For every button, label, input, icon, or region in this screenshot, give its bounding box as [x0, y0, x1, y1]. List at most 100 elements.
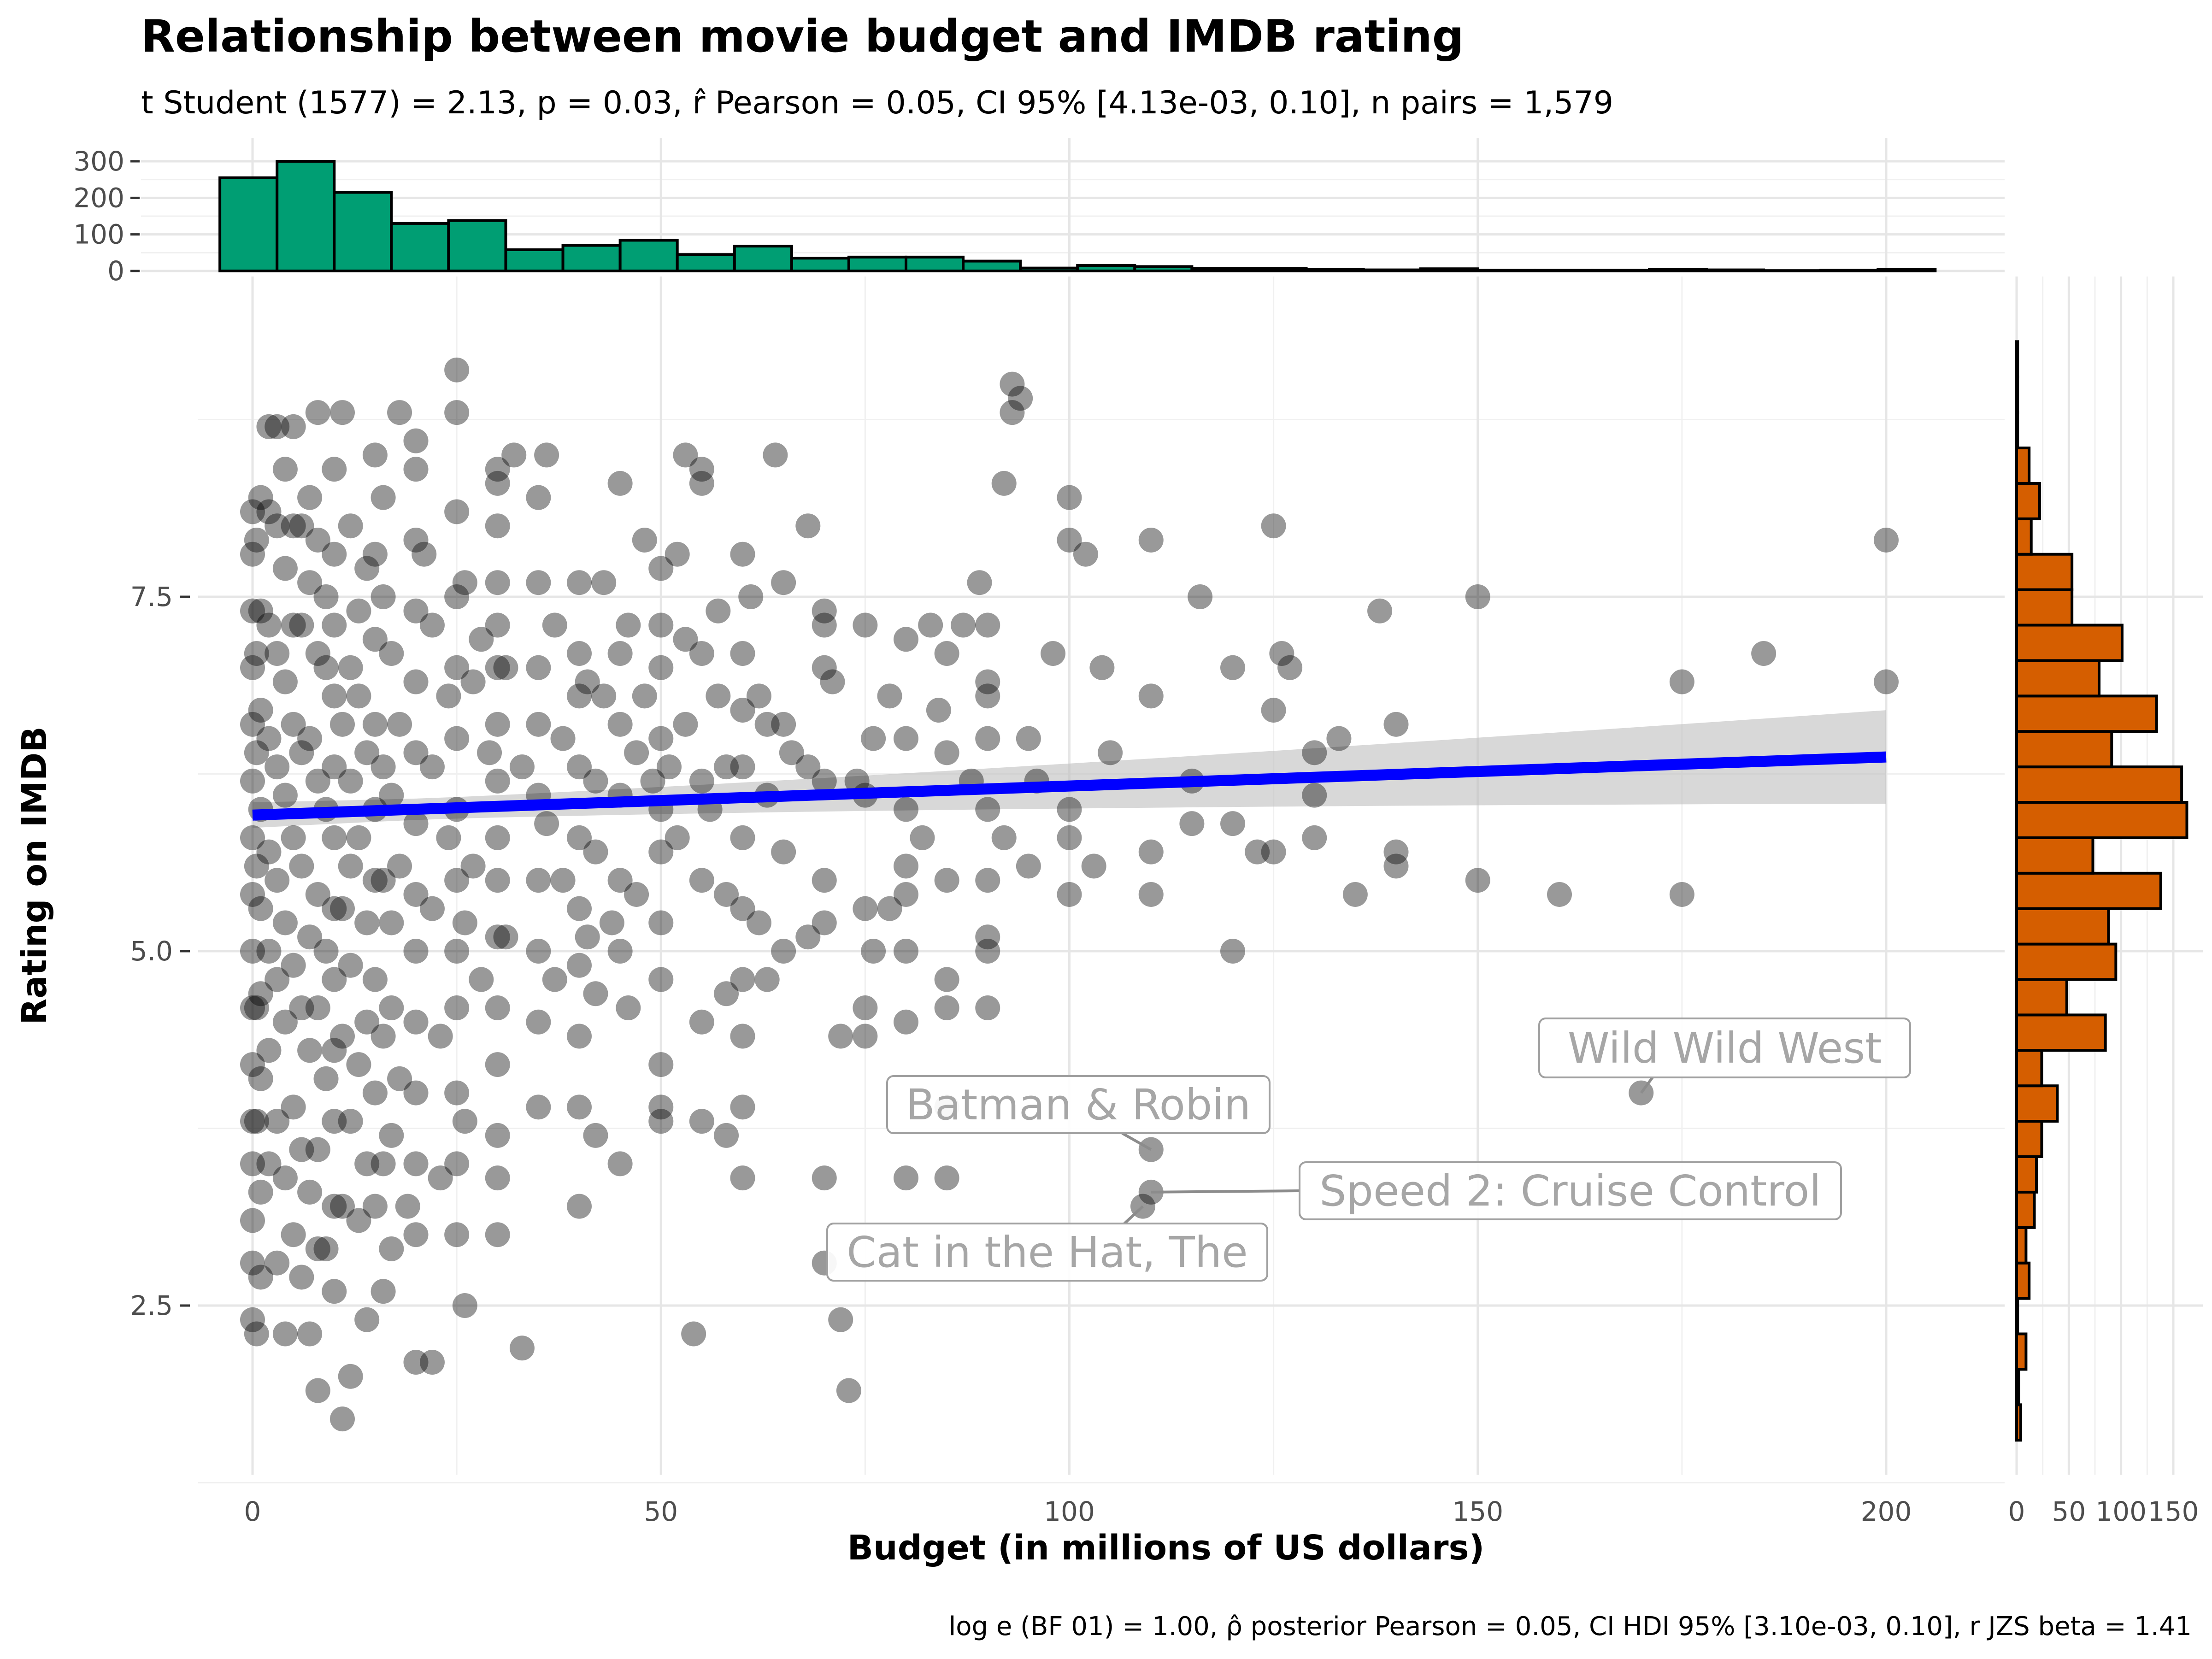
- data-point: [403, 1009, 429, 1035]
- data-point: [991, 825, 1017, 850]
- data-point: [934, 1165, 959, 1191]
- data-point: [730, 967, 755, 992]
- top-hist-bar: [1647, 268, 1708, 272]
- data-point: [322, 457, 347, 482]
- data-point: [812, 768, 837, 794]
- data-point: [244, 1321, 269, 1347]
- data-point: [305, 641, 330, 666]
- data-point: [354, 910, 380, 935]
- right-hist-bar: [2015, 978, 2068, 1017]
- data-point: [477, 740, 502, 765]
- data-point: [975, 683, 1000, 709]
- data-point: [1277, 655, 1303, 680]
- data-point: [387, 712, 412, 737]
- data-point: [469, 627, 494, 652]
- data-point: [493, 924, 518, 950]
- data-point: [297, 1179, 323, 1205]
- data-point: [542, 612, 567, 638]
- right-hist-bar: [2015, 624, 2124, 662]
- data-point: [313, 655, 339, 680]
- data-point: [828, 1024, 853, 1049]
- data-point: [485, 825, 510, 850]
- data-point: [812, 868, 837, 893]
- right-hist-bar: [2015, 907, 2110, 946]
- top-hist-bar: [1247, 267, 1308, 272]
- data-point: [419, 754, 445, 780]
- data-point: [681, 1321, 706, 1347]
- data-point: [894, 939, 918, 964]
- data-point: [648, 967, 674, 992]
- point-label-box: [886, 1075, 1271, 1134]
- top-hist-bar: [276, 160, 336, 272]
- data-point: [1138, 839, 1164, 865]
- data-point: [771, 570, 796, 595]
- data-point: [265, 513, 290, 539]
- data-point: [583, 839, 608, 865]
- data-point: [371, 1151, 396, 1177]
- data-point: [297, 1321, 323, 1347]
- data-point: [828, 1307, 853, 1332]
- data-point: [338, 768, 363, 794]
- data-point: [1383, 712, 1409, 737]
- top-hist-bar: [676, 253, 736, 272]
- data-point: [313, 584, 339, 609]
- right-hist-tick-label: 150: [2148, 1496, 2199, 1527]
- right-hist-bar: [2015, 659, 2101, 698]
- data-point: [379, 1236, 404, 1261]
- right-hist-bar: [2015, 1297, 2019, 1335]
- data-point: [338, 655, 363, 680]
- data-point: [567, 683, 592, 709]
- data-point: [706, 598, 731, 624]
- data-point: [771, 839, 796, 865]
- data-point: [272, 556, 298, 581]
- data-point: [362, 541, 388, 567]
- data-point: [894, 853, 918, 879]
- data-point: [444, 499, 470, 524]
- data-point: [240, 712, 265, 737]
- data-point: [403, 457, 429, 482]
- right-hist-bar: [2015, 801, 2188, 839]
- data-point: [607, 939, 633, 964]
- data-point: [1220, 939, 1245, 964]
- data-point: [248, 981, 273, 1006]
- data-point: [689, 471, 714, 496]
- data-point: [730, 896, 755, 921]
- data-point: [281, 513, 306, 539]
- top-hist-bar: [504, 248, 565, 273]
- data-point: [362, 868, 388, 893]
- top-hist-bar: [1076, 264, 1136, 272]
- data-point: [338, 853, 363, 879]
- data-point: [567, 1094, 592, 1120]
- label-leader-line: [1123, 1205, 1144, 1225]
- data-point: [240, 1052, 265, 1077]
- top-hist-bar: [561, 244, 622, 273]
- data-point: [861, 939, 886, 964]
- data-point: [795, 924, 821, 950]
- data-point: [322, 754, 347, 780]
- right-hist-bar: [2015, 482, 2041, 520]
- data-point: [894, 726, 918, 751]
- data-point: [485, 570, 510, 595]
- right-hist-bar: [2015, 1084, 2059, 1123]
- data-point: [583, 768, 608, 794]
- data-point: [379, 910, 404, 935]
- data-point: [1138, 882, 1164, 907]
- data-point: [272, 782, 298, 808]
- data-point: [591, 683, 617, 709]
- right-hist-bar: [2015, 942, 2118, 981]
- data-point: [289, 1265, 314, 1290]
- data-point: [265, 1109, 290, 1134]
- data-point: [244, 641, 269, 666]
- data-point: [526, 655, 551, 680]
- right-hist-bar: [2015, 1332, 2028, 1371]
- data-point: [329, 1406, 355, 1432]
- data-point: [812, 655, 837, 680]
- data-point: [322, 1109, 347, 1134]
- data-point: [329, 896, 355, 921]
- data-point: [1057, 527, 1082, 553]
- data-point: [665, 825, 690, 850]
- data-point: [975, 924, 1000, 950]
- data-point: [452, 910, 477, 935]
- data-point: [240, 1307, 265, 1332]
- top-hist-bar: [962, 259, 1022, 273]
